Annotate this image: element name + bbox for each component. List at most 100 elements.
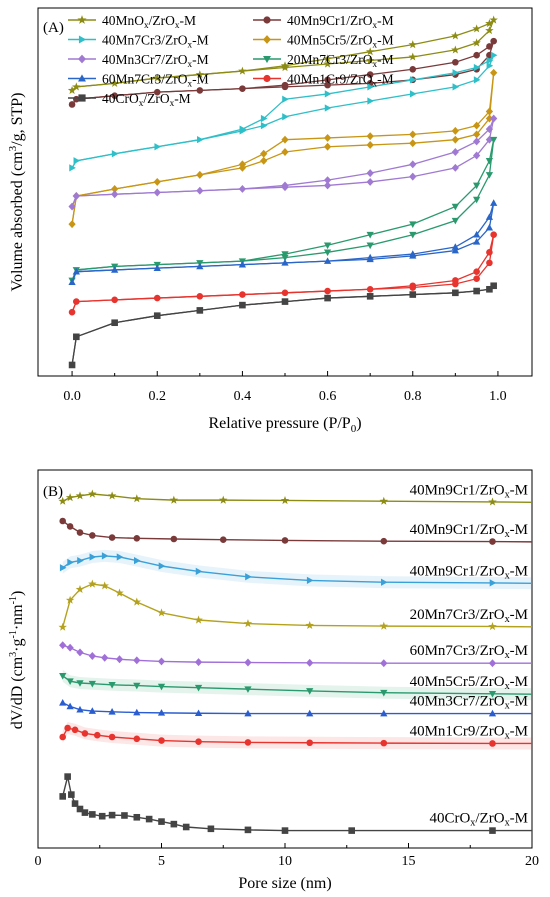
panel-a-point bbox=[281, 289, 289, 297]
panel-a-series bbox=[67, 15, 498, 369]
panel-b-point bbox=[108, 708, 116, 715]
panel-a-point bbox=[473, 151, 481, 160]
panel-a-point bbox=[409, 160, 417, 169]
panel-a-point bbox=[238, 260, 247, 268]
panel-b-point bbox=[68, 791, 75, 798]
panel-a-point bbox=[409, 139, 417, 148]
panel-a-point bbox=[153, 177, 161, 186]
panel-a-point bbox=[486, 259, 493, 267]
panel-b-point bbox=[489, 827, 496, 834]
panel-b-point bbox=[59, 564, 67, 572]
panel-b-point bbox=[133, 534, 141, 542]
panel-b-chart: (B) 0 5 10 15 20 40Mn9Cr1/ZrOx-M40Mn9Cr1/ZrO… bbox=[8, 469, 539, 892]
panel-b-x-axis-label: Pore size (nm) bbox=[238, 875, 331, 892]
panel-b-point bbox=[380, 578, 388, 586]
panel-b-point bbox=[101, 552, 109, 560]
panel-a-point bbox=[110, 78, 119, 87]
panel-a-point bbox=[486, 43, 493, 50]
panel-a-adsorption-line bbox=[71, 202, 495, 283]
panel-a-point bbox=[323, 242, 332, 250]
panel-a-point bbox=[472, 38, 481, 47]
panel-b-point bbox=[194, 709, 203, 717]
panel-a-point bbox=[365, 47, 375, 56]
panel-b-curve-label: 20Mn7Cr3/ZrOx-M bbox=[410, 607, 528, 625]
panel-a-point bbox=[281, 181, 289, 190]
panel-a-point bbox=[485, 213, 494, 220]
panel-a-point bbox=[485, 223, 494, 231]
panel-b-point bbox=[244, 686, 252, 693]
legend-label: 40Mn3Cr7/ZrOx-M bbox=[102, 52, 209, 69]
panel-b-point bbox=[88, 489, 97, 498]
panel-b-point bbox=[88, 579, 97, 588]
panel-b-point bbox=[100, 581, 109, 590]
panel-b-label: (B) bbox=[43, 484, 63, 500]
panel-a-point bbox=[366, 71, 374, 78]
panel-b-point bbox=[115, 588, 124, 597]
panel-a-point bbox=[366, 177, 374, 186]
panel-b-point bbox=[244, 658, 252, 667]
panel-a-point bbox=[196, 87, 204, 94]
panel-a-point bbox=[451, 135, 459, 144]
panel-a-legend-entry-3: 40Mn7Cr3/ZrOx-M bbox=[68, 33, 209, 50]
panel-b-point bbox=[77, 556, 84, 565]
panel-b-point bbox=[58, 622, 67, 631]
panel-a-point bbox=[282, 95, 289, 103]
panel-a-point bbox=[323, 181, 332, 190]
panel-a-point bbox=[196, 262, 204, 270]
panel-a-point bbox=[72, 192, 80, 200]
panel-a-point bbox=[451, 243, 459, 250]
panel-a-point bbox=[323, 142, 332, 151]
panel-b-point bbox=[380, 709, 388, 717]
panel-b-point bbox=[67, 558, 74, 567]
panel-b-point bbox=[66, 523, 74, 530]
panel-b-curve-label: 40Mn9Cr1/ZrOx-M bbox=[410, 522, 528, 540]
panel-a-series-9 bbox=[68, 282, 497, 369]
panel-a-point bbox=[324, 294, 331, 302]
panel-b-series bbox=[58, 489, 533, 834]
panel-a-point bbox=[409, 282, 417, 290]
panel-a-point bbox=[366, 285, 374, 293]
panel-a-desorption-line bbox=[71, 234, 495, 313]
panel-b-point bbox=[169, 495, 179, 504]
panel-a-point bbox=[473, 196, 481, 204]
panel-a-point bbox=[451, 148, 459, 156]
panel-a-point bbox=[490, 136, 498, 144]
panel-b-point bbox=[157, 683, 166, 691]
panel-a-point bbox=[323, 257, 332, 264]
panel-b-point bbox=[133, 708, 141, 716]
panel-a-point bbox=[111, 319, 118, 327]
panel-a-point bbox=[452, 58, 459, 66]
panel-b-point bbox=[488, 690, 497, 698]
panel-a-point bbox=[73, 333, 80, 341]
panel-b-point bbox=[305, 620, 314, 629]
panel-a-point bbox=[490, 51, 498, 59]
panel-a-point bbox=[366, 141, 374, 149]
panel-a-point bbox=[490, 231, 497, 239]
panel-a-adsorption-line bbox=[71, 285, 495, 366]
panel-b-point bbox=[348, 827, 355, 834]
panel-a-point bbox=[153, 88, 161, 96]
panel-a-point bbox=[409, 130, 417, 139]
panel-a-legend-entry-8: 40Mn1Cr9/ZrOx-M bbox=[253, 72, 394, 89]
panel-a-point bbox=[451, 203, 459, 211]
panel-a-point bbox=[473, 287, 480, 295]
panel-a-point bbox=[366, 169, 374, 178]
panel-b-point bbox=[488, 709, 497, 717]
panel-b-point bbox=[488, 497, 497, 506]
panel-a-y-axis-label: Volume absorbed (cm3/g, STP) bbox=[7, 93, 26, 292]
panel-b-point bbox=[489, 538, 496, 545]
panel-b-point bbox=[379, 621, 389, 630]
panel-b-point bbox=[133, 682, 141, 690]
panel-a-point bbox=[486, 249, 493, 256]
panel-b-point bbox=[380, 739, 388, 747]
panel-a-series-7 bbox=[68, 199, 498, 286]
legend-label: 40CrOx/ZrOx-M bbox=[102, 91, 191, 108]
panel-a-point bbox=[68, 220, 76, 229]
panel-a-point bbox=[111, 92, 118, 99]
panel-a-point bbox=[473, 130, 481, 139]
panel-a-desorption-line bbox=[71, 139, 495, 281]
panel-b-point bbox=[59, 733, 66, 741]
panel-a-point bbox=[473, 237, 481, 245]
panel-b-point bbox=[244, 739, 252, 746]
panel-b-point bbox=[244, 826, 252, 834]
